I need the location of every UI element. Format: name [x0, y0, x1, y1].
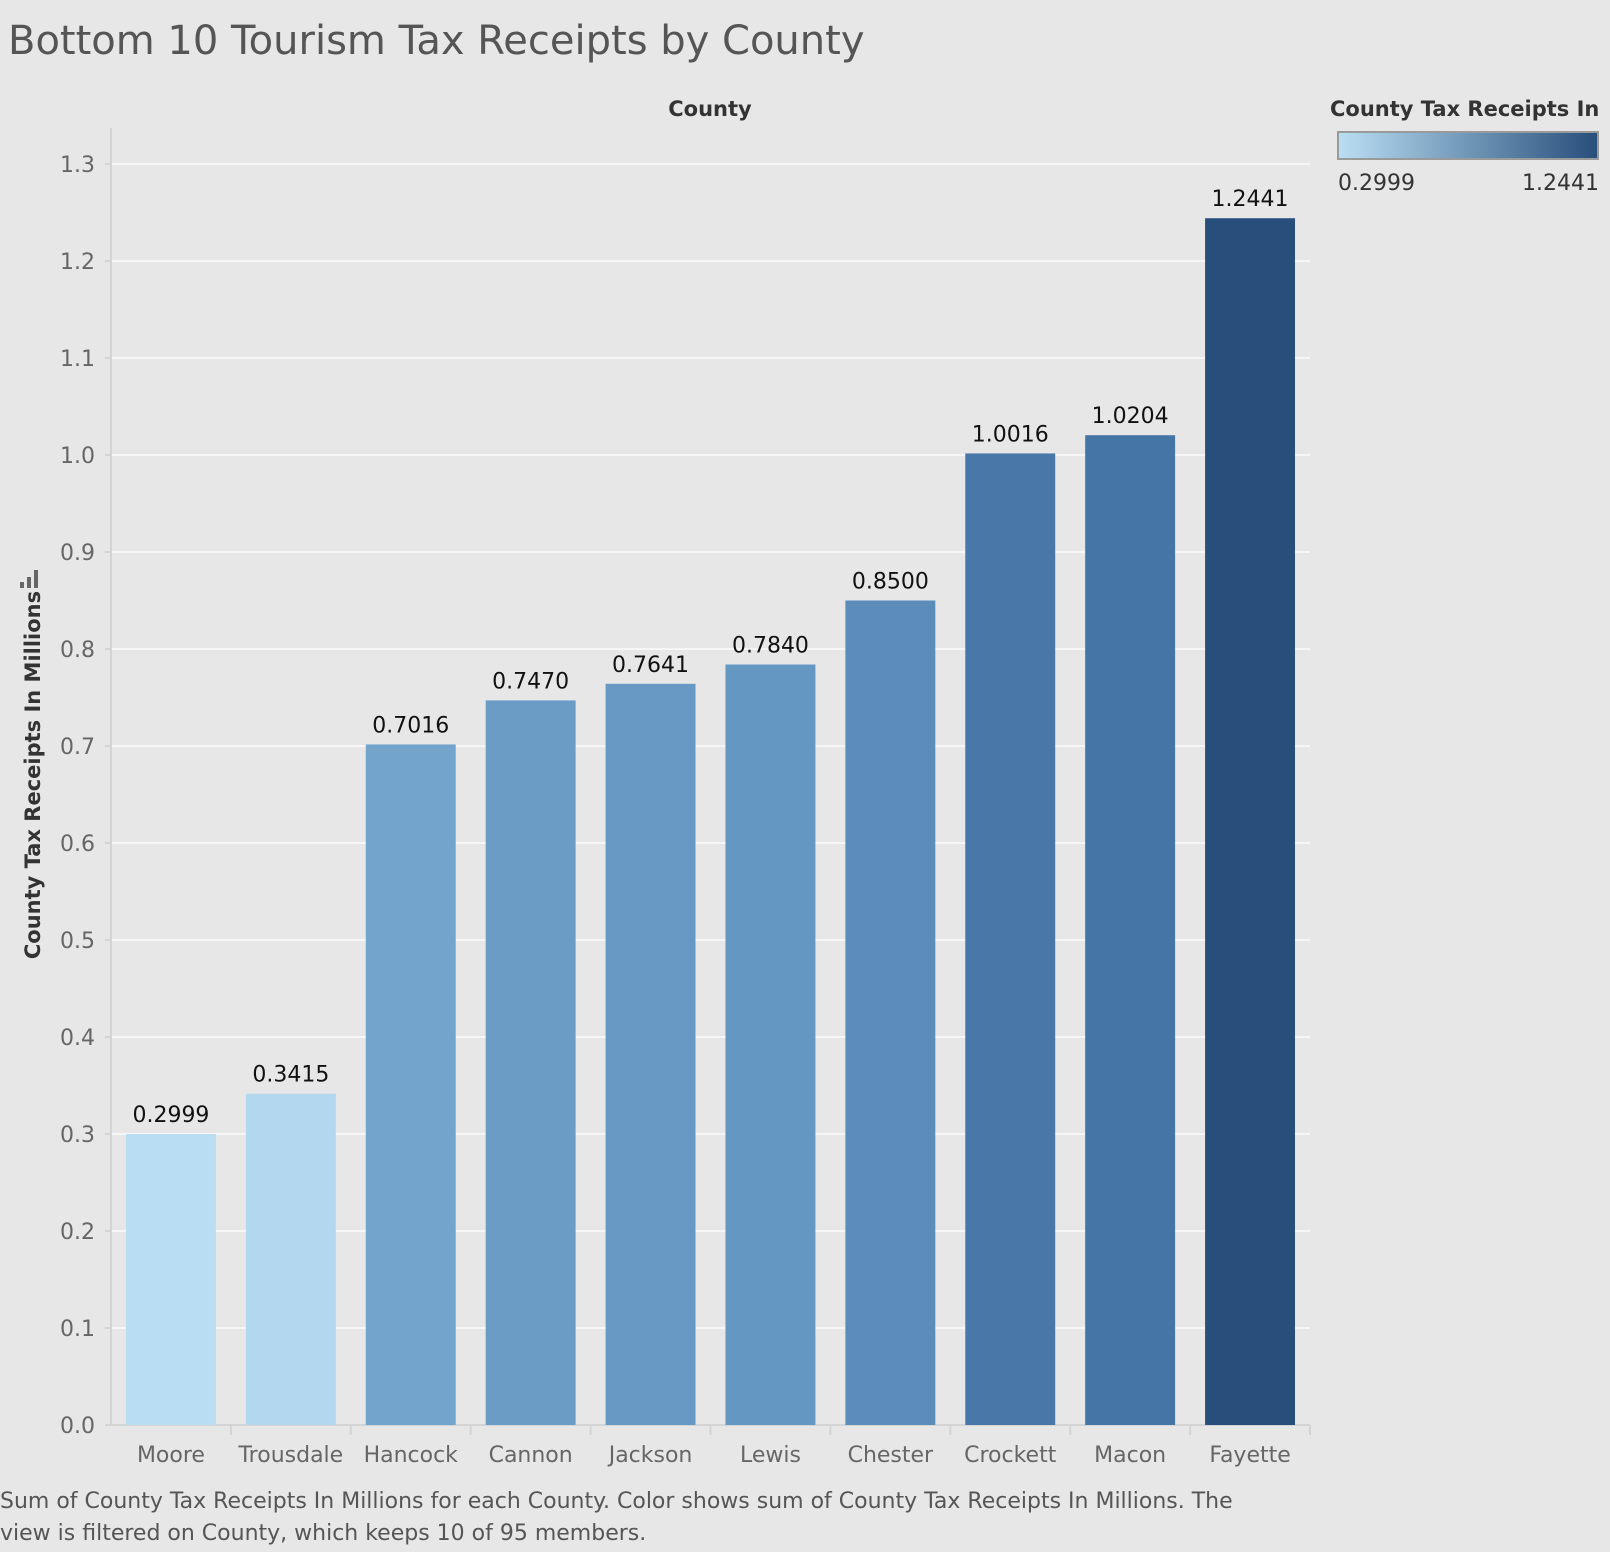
y-tick-label: 0.0: [60, 1414, 95, 1439]
y-axis-title[interactable]: County Tax Receipts In Millions: [21, 591, 45, 959]
bar-lewis[interactable]: [725, 664, 816, 1425]
y-tick-label: 0.1: [60, 1317, 95, 1342]
chart-title: Bottom 10 Tourism Tax Receipts by County: [8, 18, 865, 64]
x-tick-label[interactable]: Lewis: [740, 1443, 801, 1468]
y-tick-label: 0.7: [60, 735, 95, 760]
y-tick-label: 0.2: [60, 1220, 95, 1245]
y-tick-label: 1.2: [60, 250, 95, 275]
bar-trousdale[interactable]: [245, 1093, 336, 1425]
bar-moore[interactable]: [125, 1134, 216, 1425]
y-tick-label: 0.6: [60, 832, 95, 857]
y-tick-label: 0.5: [60, 929, 95, 954]
x-tick-label[interactable]: Macon: [1094, 1443, 1166, 1468]
y-tick-label: 0.8: [60, 638, 95, 663]
y-tick-label: 1.0: [60, 444, 95, 469]
x-tick-label[interactable]: Trousdale: [237, 1443, 343, 1468]
data-label: 0.3415: [252, 1063, 329, 1088]
data-label: 1.0204: [1092, 404, 1169, 429]
x-tick-label[interactable]: Crockett: [964, 1443, 1057, 1468]
y-tick-label: 0.9: [60, 541, 95, 566]
bars: [125, 218, 1296, 1426]
y-tick-label: 1.1: [60, 347, 95, 372]
y-tick-label: 1.3: [60, 153, 95, 178]
bar-cannon[interactable]: [485, 700, 576, 1425]
data-labels: 0.2999 0.3415 0.7016 0.7470 0.7641 0.7840 0.85…: [132, 187, 1288, 1128]
x-tick-label[interactable]: Jackson: [607, 1443, 693, 1468]
data-label: 0.8500: [852, 570, 929, 595]
y-tick-label: 0.4: [60, 1026, 95, 1051]
legend-max-label: 1.2441: [1522, 171, 1599, 196]
y-tick-label: 0.3: [60, 1123, 95, 1148]
bar-fayette[interactable]: [1205, 218, 1296, 1425]
color-legend-ramp: [1337, 131, 1599, 160]
sort-descending-bars-icon[interactable]: [20, 568, 42, 590]
x-tick-label[interactable]: Fayette: [1209, 1443, 1290, 1468]
x-tick-label[interactable]: Cannon: [489, 1443, 573, 1468]
data-label: 1.2441: [1212, 187, 1289, 212]
chart-caption: Sum of County Tax Receipts In Millions f…: [0, 1489, 1233, 1546]
bar-macon[interactable]: [1085, 435, 1176, 1425]
data-label: 0.2999: [132, 1103, 209, 1128]
x-tick-label[interactable]: Chester: [848, 1443, 934, 1468]
data-label: 0.7016: [372, 713, 449, 738]
legend-min-label: 0.2999: [1338, 171, 1415, 196]
legend-title: County Tax Receipts In ..: [1330, 97, 1602, 121]
data-label: 0.7840: [732, 634, 809, 659]
data-label: 0.7641: [612, 653, 689, 678]
tick-labels: 0.0 0.1 0.2 0.3 0.4 0.5 0.6 0.7 0.8 0.9 1.0 1.1 1.2 1…: [60, 153, 1291, 1468]
column-header[interactable]: County: [668, 97, 752, 121]
bar-jackson[interactable]: [605, 683, 696, 1425]
x-tick-label[interactable]: Moore: [137, 1443, 205, 1468]
x-tick-label[interactable]: Hancock: [364, 1443, 459, 1468]
bar-crockett[interactable]: [965, 453, 1056, 1425]
data-label: 1.0016: [972, 422, 1049, 447]
bar-chester[interactable]: [845, 600, 936, 1426]
data-label: 0.7470: [492, 669, 569, 694]
bar-hancock[interactable]: [365, 744, 456, 1425]
